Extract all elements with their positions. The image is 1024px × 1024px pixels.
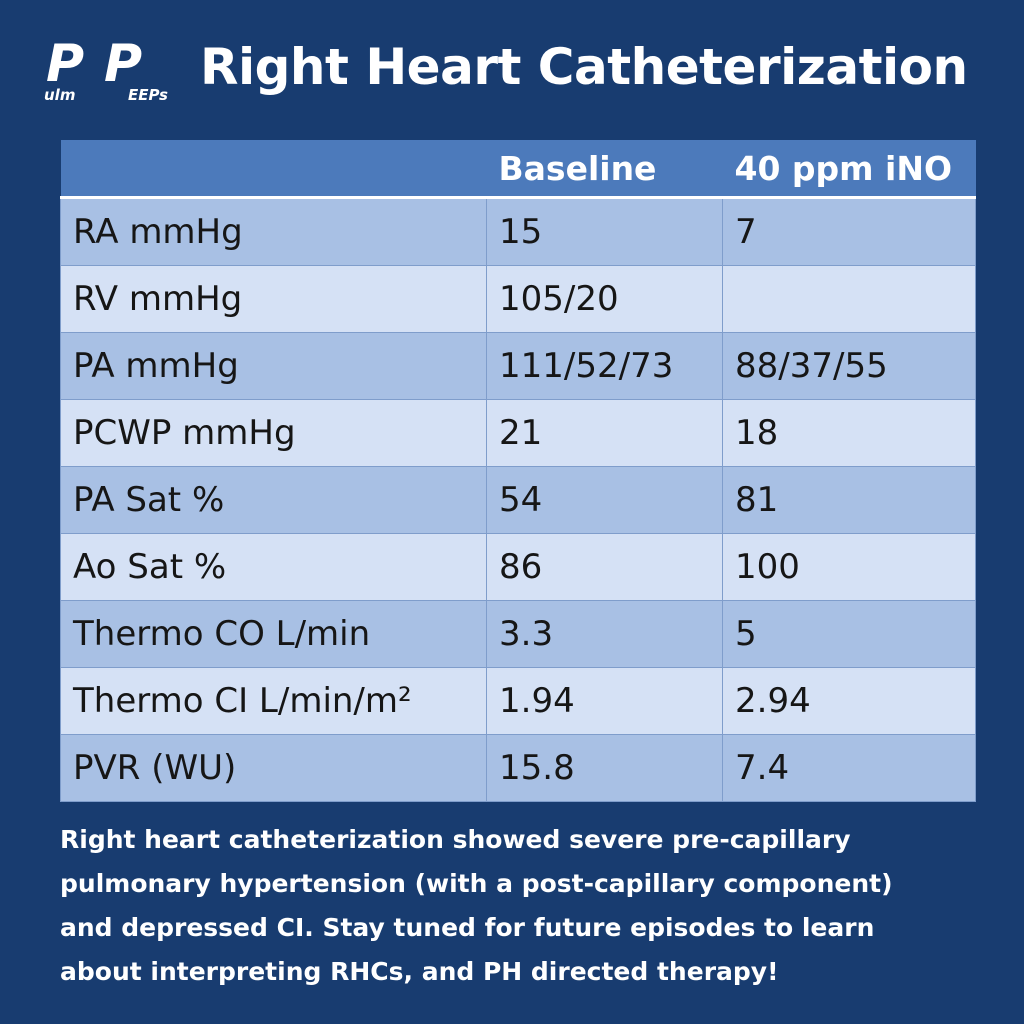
cell: 7	[722, 197, 976, 266]
cell: 2.94	[722, 667, 976, 735]
cell: 15	[486, 197, 723, 266]
logo-text: P	[46, 34, 85, 94]
row-label: PCWP mmHg	[60, 399, 487, 467]
row-label: Thermo CI L/min/m²	[60, 667, 487, 735]
cell	[722, 265, 976, 333]
cell: 86	[486, 533, 723, 601]
table-row: PA mmHg 111/52/73 88/37/55	[60, 332, 976, 400]
row-label: RA mmHg	[60, 197, 487, 266]
cell: 81	[722, 466, 976, 534]
data-table: Baseline 40 ppm iNO RA mmHg 15 7 RV mmHg 105/…	[60, 140, 976, 802]
title: Right Heart Catheterization	[200, 38, 968, 96]
table-row: PA Sat % 54 81	[60, 466, 976, 534]
row-label: PVR (WU)	[60, 734, 487, 802]
table-row: Ao Sat % 86 100	[60, 533, 976, 601]
row-label: PA mmHg	[60, 332, 487, 400]
cell: 15.8	[486, 734, 723, 802]
row-label: PA Sat %	[60, 466, 487, 534]
cell: 21	[486, 399, 723, 467]
cell: 111/52/73	[486, 332, 723, 400]
cell: 5	[722, 600, 976, 668]
cell: 54	[486, 466, 723, 534]
table-row: RV mmHg 105/20	[60, 265, 976, 333]
column-header: Baseline	[486, 140, 723, 199]
caption: Right heart catheterization showed sever…	[60, 818, 1000, 994]
caption-line: and depressed CI. Stay tuned for future …	[60, 913, 875, 942]
cell: 7.4	[722, 734, 976, 802]
header-row: Baseline 40 ppm iNO	[60, 140, 976, 199]
cell: 100	[722, 533, 976, 601]
cell: 105/20	[486, 265, 723, 333]
row-label: RV mmHg	[60, 265, 487, 333]
cell: 18	[722, 399, 976, 467]
cell: 1.94	[486, 667, 723, 735]
caption-line: Right heart catheterization showed sever…	[60, 825, 851, 854]
table-row: PCWP mmHg 21 18	[60, 399, 976, 467]
logo-text: P	[104, 34, 143, 94]
table-row: Thermo CI L/min/m² 1.94 2.94	[60, 667, 976, 735]
cell: 3.3	[486, 600, 723, 668]
table-row: Thermo CO L/min 3.3 5	[60, 600, 976, 668]
header-cell	[60, 140, 487, 199]
logo-text: EEPs	[128, 86, 168, 104]
logo-text: ulm	[44, 86, 76, 104]
column-header: 40 ppm iNO	[722, 140, 976, 199]
cell: 88/37/55	[722, 332, 976, 400]
table-row: PVR (WU) 15.8 7.4	[60, 734, 976, 802]
caption-line: about interpreting RHCs, and PH directed…	[60, 957, 779, 986]
caption-line: pulmonary hypertension (with a post-capi…	[60, 869, 893, 898]
row-label: Thermo CO L/min	[60, 600, 487, 668]
row-label: Ao Sat %	[60, 533, 487, 601]
table-row: RA mmHg 15 7	[60, 197, 976, 266]
